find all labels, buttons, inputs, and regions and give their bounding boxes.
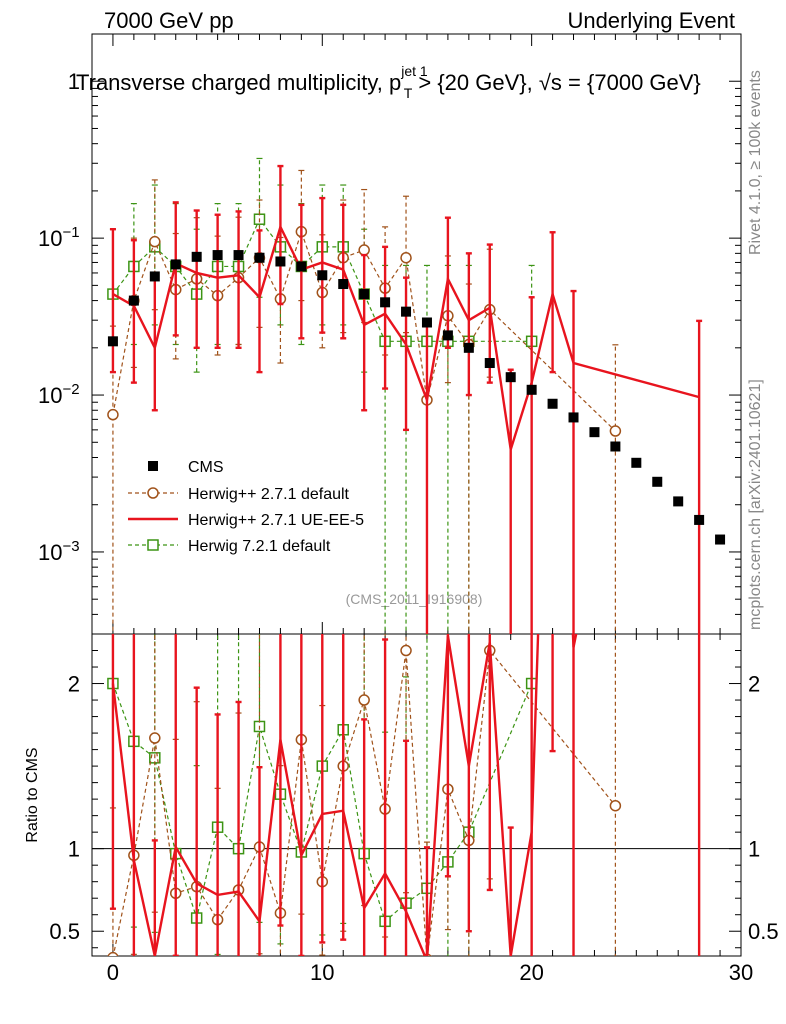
hpp-ueee5-ratio-line (111, 634, 578, 956)
header-left: 7000 GeV pp (104, 8, 234, 33)
cms-point (589, 427, 600, 438)
legend-cms-marker (148, 461, 158, 471)
hpp-default-ratio-line (112, 649, 616, 956)
title-part: T (404, 85, 413, 101)
cms-point (149, 271, 160, 282)
cms-point (484, 358, 495, 369)
legend-hpp-default-marker (147, 487, 159, 499)
y-tick-base: 10 (38, 226, 62, 251)
cms-point (694, 514, 705, 525)
ratio-y-tick-label-right: 2 (748, 672, 760, 697)
cms-point (359, 289, 370, 300)
y-tick-exp: −1 (62, 224, 79, 241)
legend-label: Herwig 7.2.1 default (188, 538, 331, 555)
ratio-frame (91, 633, 742, 957)
legend-h7-default-marker (147, 539, 159, 551)
cms-point (191, 251, 202, 262)
legend-label: CMS (188, 459, 224, 476)
x-tick-label: 20 (519, 960, 543, 985)
cms-point (526, 384, 537, 395)
legend-label: Herwig++ 2.7.1 UE-EE-5 (188, 512, 364, 529)
hpp-default-point (149, 235, 161, 248)
hpp-default-ratio-point (149, 732, 161, 744)
hpp-default-ratio-point (358, 694, 370, 706)
hpp-default-point (107, 408, 119, 421)
plot-title: Transverse charged multiplicity, pjet 1 T… (76, 63, 701, 101)
cms-point (673, 496, 684, 507)
cms-point (610, 441, 621, 452)
cms-point (631, 457, 642, 468)
ratio-y-tick-label-right: 1 (748, 837, 760, 862)
hpp-default-ratio-point (400, 644, 412, 657)
cms-point (212, 250, 223, 261)
cms-point (442, 330, 453, 341)
cms-point (421, 317, 432, 328)
legend-label: Herwig++ 2.7.1 default (188, 486, 350, 503)
hpp-ueee5-line (112, 223, 700, 450)
y-tick-label: 10−3 (38, 538, 80, 565)
x-tick-label: 0 (107, 960, 119, 985)
hpp-default-ratio-point (609, 799, 622, 812)
cms-point (275, 256, 286, 267)
cms-point (547, 398, 558, 409)
legend (128, 461, 178, 551)
main-plot-area (107, 157, 726, 634)
cms-point (128, 295, 139, 306)
cms-point (233, 250, 244, 261)
title-part: jet 1 (400, 63, 428, 79)
mcplots-label: mcplots.cern.ch [arXiv:2401.10621] (747, 379, 764, 630)
cms-point (463, 342, 474, 353)
cms-point (296, 261, 307, 272)
title-part: > {20 GeV}, √s = {7000 GeV} (412, 70, 701, 95)
y-tick-label: 1 (68, 69, 80, 94)
cms-point (401, 306, 412, 317)
cms-point (107, 336, 118, 347)
ratio-y-tick-label: 0.5 (49, 919, 80, 944)
x-tick-label: 10 (310, 960, 334, 985)
hpp-default-point (358, 244, 370, 256)
cms-point (317, 270, 328, 281)
header-right: Underlying Event (567, 8, 735, 33)
ratio-y-tick-label: 1 (68, 837, 80, 862)
cms-point (338, 279, 349, 290)
ratio-plot-area (107, 634, 701, 956)
cms-point (715, 534, 726, 545)
x-tick-label: 30 (729, 960, 753, 985)
hpp-default-ratio-point (107, 951, 119, 956)
cms-point (568, 412, 579, 423)
cms-point (505, 372, 516, 383)
y-tick-exp: −3 (62, 538, 79, 555)
ratio-y-tick-label: 2 (68, 672, 80, 697)
rivet-label: Rivet 4.1.0, ≥ 100k events (747, 70, 764, 255)
title-part: Transverse charged multiplicity, p (76, 70, 401, 95)
y-tick-label: 10−1 (38, 224, 80, 251)
ratio-y-tick-label-right: 0.5 (748, 919, 779, 944)
cms-point (170, 259, 181, 270)
cms-point (254, 252, 265, 263)
y-tick-exp: −2 (62, 381, 79, 398)
hpp-default-point (609, 425, 622, 437)
cms-point (652, 476, 663, 487)
hpp-default-point (400, 251, 412, 264)
y-tick-base: 10 (38, 383, 62, 408)
ratio-ylabel: Ratio to CMS (24, 747, 41, 842)
cms-point (380, 297, 391, 308)
y-tick-label: 10−2 (38, 381, 80, 408)
watermark: (CMS_2011_I916908) (346, 591, 483, 607)
y-tick-base: 10 (38, 540, 62, 565)
